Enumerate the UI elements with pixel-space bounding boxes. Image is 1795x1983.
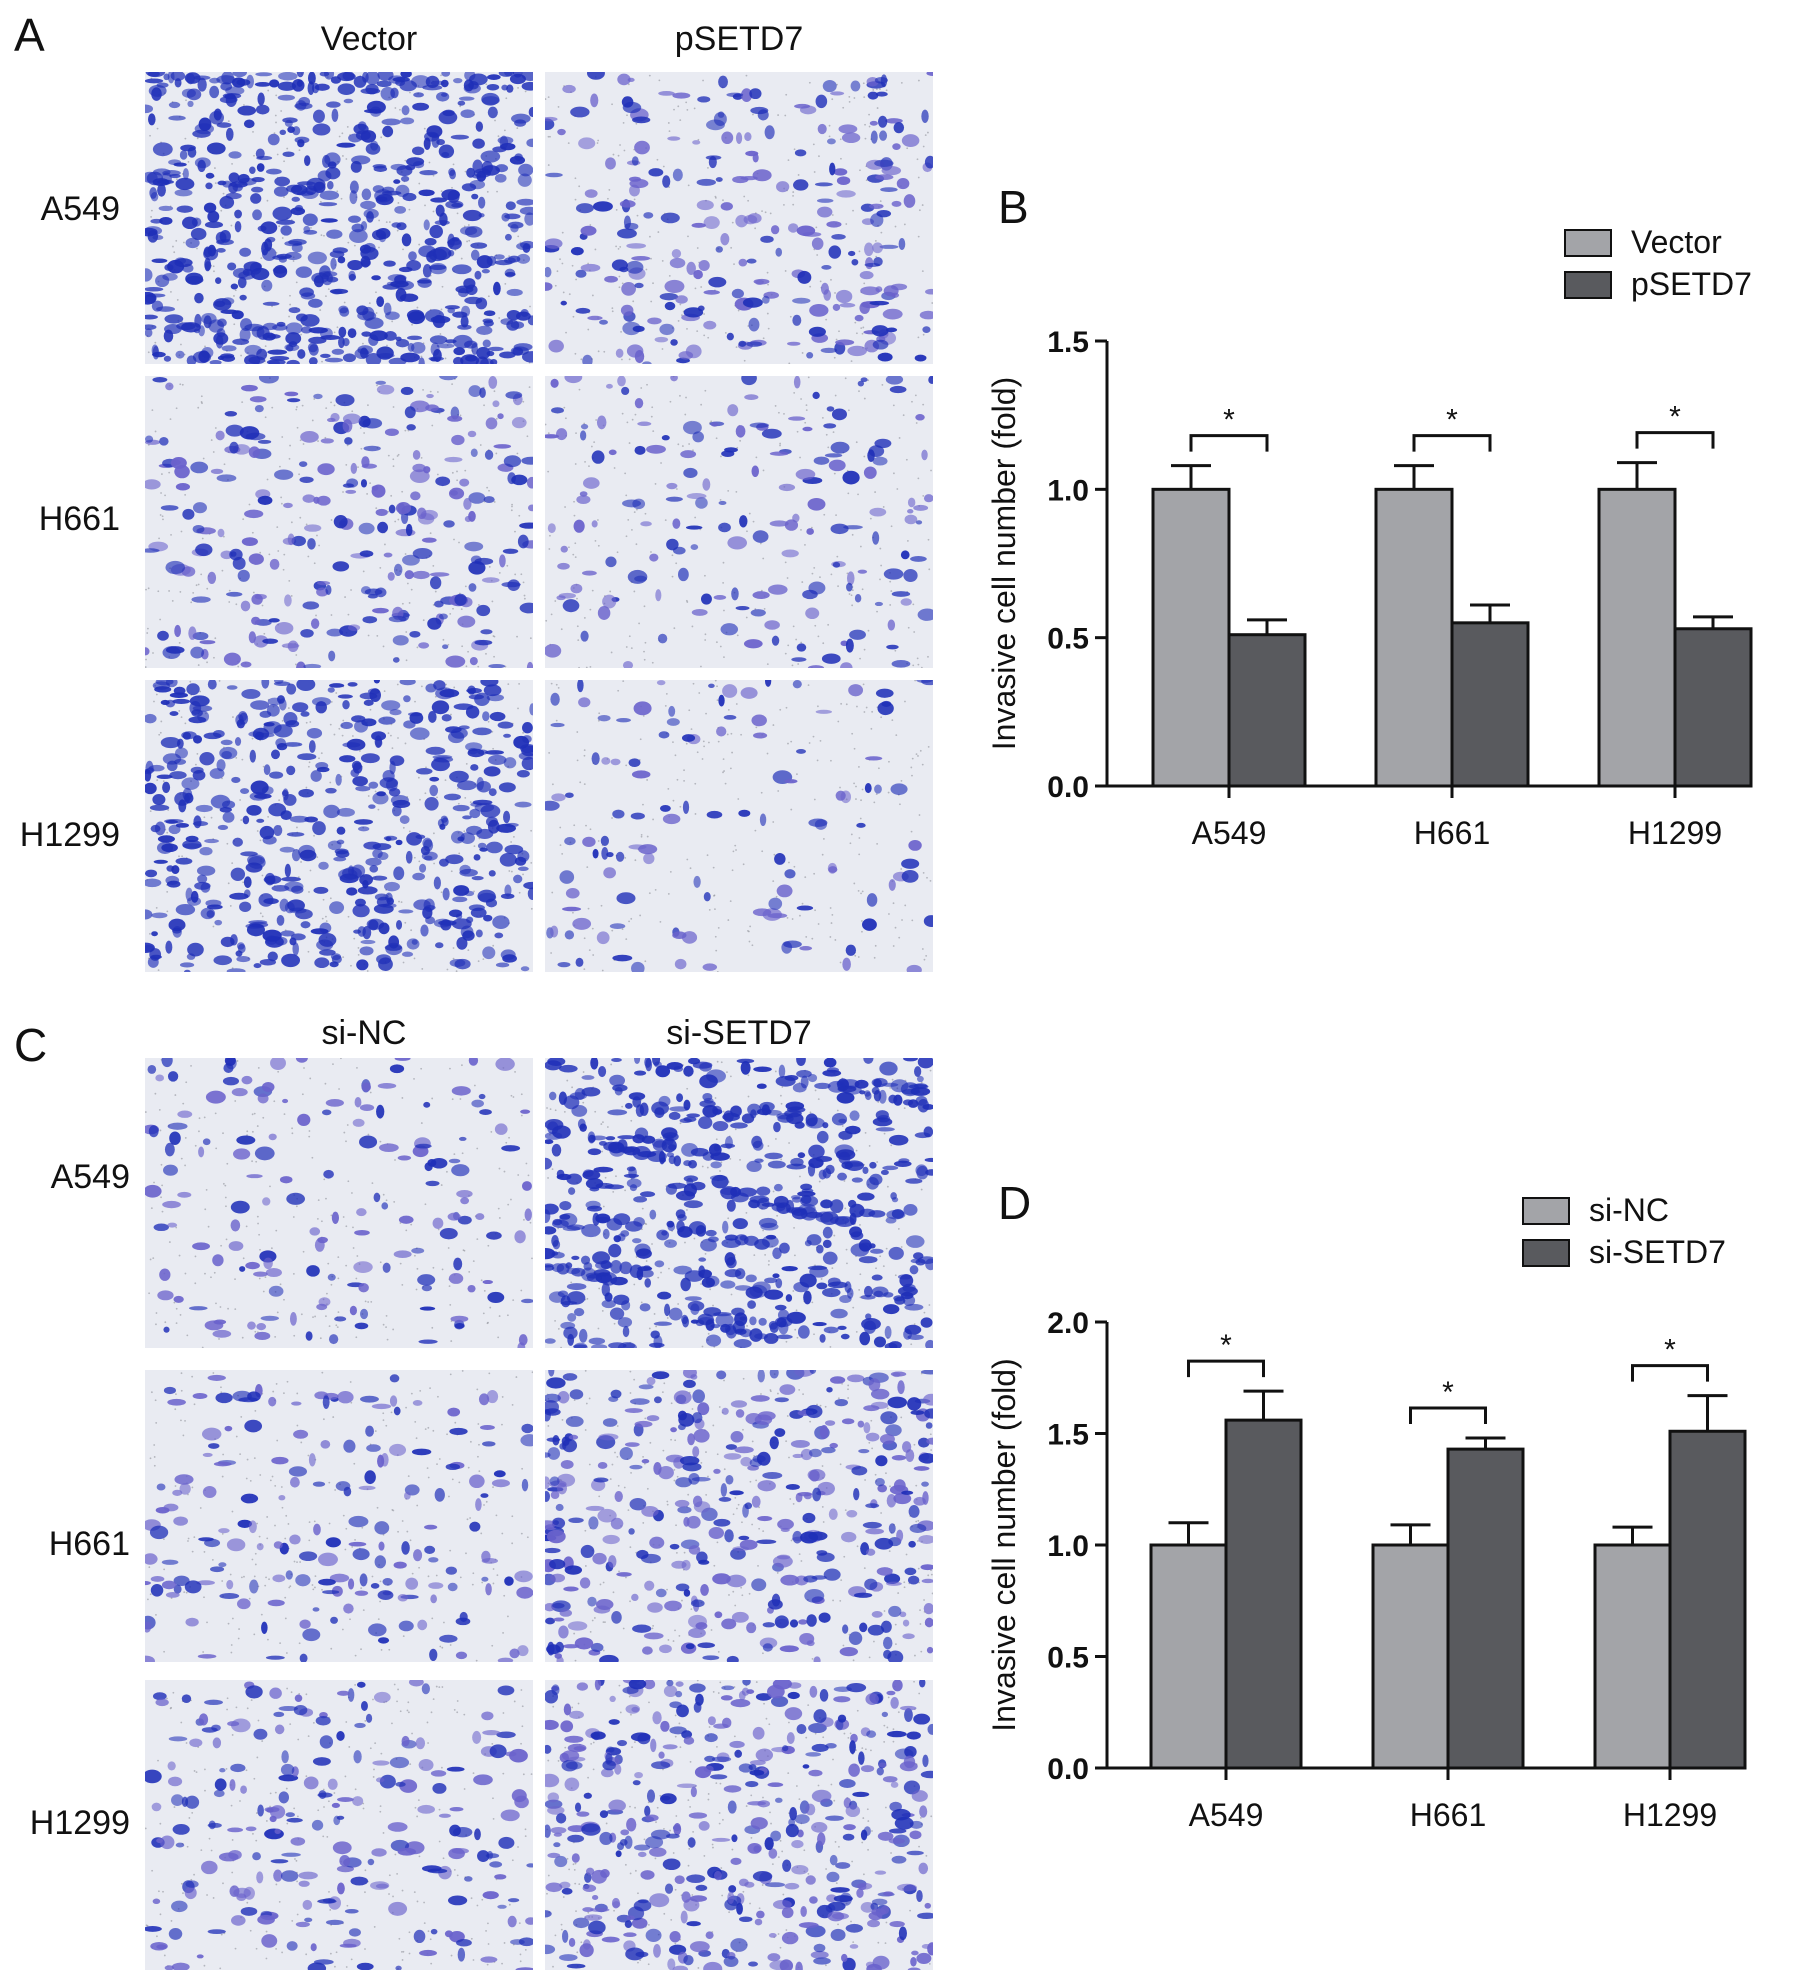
x-tick-label: H661 [1414, 815, 1491, 851]
x-tick-label: H661 [1410, 1797, 1487, 1833]
significance-bracket [1412, 434, 1492, 452]
x-tick-label: H1299 [1628, 815, 1722, 851]
micrograph-c-h1299-si-setd7 [545, 1680, 933, 1970]
panel-letter-d: D [998, 1177, 1032, 1229]
micrograph-c-a549-si-setd7 [545, 1058, 933, 1348]
y-tick-label: 0.5 [1047, 1642, 1089, 1675]
panel-a-row-label-h1299: H1299 [19, 816, 120, 854]
panel-c-row-label-a549: A549 [50, 1158, 130, 1196]
legend-swatch [1522, 1197, 1570, 1225]
bar-pSETD7-A549 [1227, 633, 1307, 788]
significance-bracket [1187, 1359, 1265, 1378]
panel-c-column-heading-si-nc: si-NC [321, 1014, 407, 1052]
micrograph-a-h661-psetd7 [545, 376, 933, 668]
panel-a-column-heading-vector: Vector [320, 20, 418, 58]
y-tick-label: 0.5 [1047, 623, 1089, 656]
bar-Vector-H661 [1374, 487, 1454, 788]
bar-si-NC-H1299 [1593, 1543, 1672, 1770]
panel-a-row-label-a549: A549 [40, 190, 120, 228]
chart-panel-d: 0.0 0.5 1.0 1.5 2.0 Invasive cell number (fol… [986, 1192, 1747, 1833]
bar-si-SETD7-A549 [1224, 1418, 1303, 1770]
panel-letter-b: B [998, 181, 1029, 233]
micrograph-a-a549-psetd7 [545, 72, 933, 364]
y-tick-label: 0.0 [1047, 1753, 1089, 1786]
micrograph-c-h661-si-nc [145, 1370, 533, 1662]
significance-marker: * [1220, 1329, 1232, 1362]
legend-label: Vector [1631, 224, 1722, 260]
y-tick-label: 2.0 [1047, 1307, 1089, 1340]
chart-panel-b: 0.0 0.5 1.0 1.5 Invasive cell number (fold) A… [986, 224, 1753, 851]
legend-label: si-NC [1589, 1192, 1669, 1228]
micrograph-a-h1299-psetd7 [545, 680, 933, 972]
bar-si-SETD7-H1299 [1668, 1429, 1747, 1770]
bar-si-NC-A549 [1149, 1543, 1228, 1770]
y-tick-label: 1.0 [1047, 474, 1089, 507]
micrograph-a-a549-vector [145, 72, 533, 364]
significance-marker: * [1223, 404, 1235, 437]
significance-bracket [1635, 431, 1715, 449]
significance-bracket [1631, 1364, 1709, 1382]
panel-c-column-heading-si-setd7: si-SETD7 [666, 1014, 812, 1052]
significance-bracket [1189, 434, 1269, 452]
y-tick-label: 0.0 [1047, 771, 1089, 804]
legend-label: si-SETD7 [1589, 1234, 1726, 1270]
y-tick-label: 1.5 [1047, 326, 1089, 359]
panel-letter-a: A [14, 9, 45, 61]
x-tick-label: A549 [1189, 1797, 1264, 1833]
significance-bracket [1409, 1406, 1487, 1424]
micrograph-a-h661-vector [145, 376, 533, 668]
y-axis-label: Invasive cell number (fold) [986, 1358, 1022, 1731]
y-tick-label: 1.0 [1047, 1530, 1089, 1563]
bar-pSETD7-H1299 [1673, 627, 1753, 788]
bar-si-NC-H661 [1371, 1543, 1450, 1770]
legend-swatch [1564, 271, 1612, 299]
panel-letter-c: C [14, 1019, 48, 1071]
micrograph-c-h1299-si-nc [145, 1680, 533, 1970]
bar-Vector-H1299 [1597, 487, 1677, 788]
bar-si-SETD7-H661 [1446, 1447, 1525, 1770]
significance-marker: * [1442, 1376, 1454, 1409]
micrograph-a-h1299-vector [145, 680, 533, 972]
panel-c-row-label-h1299: H1299 [29, 1804, 130, 1842]
micrograph-c-h661-si-setd7 [545, 1370, 933, 1662]
micrograph-c-a549-si-nc [145, 1058, 533, 1348]
bar-pSETD7-H661 [1450, 621, 1530, 788]
y-tick-label: 1.5 [1047, 1419, 1089, 1452]
panel-c-row-label-h661: H661 [48, 1525, 130, 1563]
legend-swatch [1564, 229, 1612, 257]
significance-marker: * [1446, 404, 1458, 437]
panel-a-column-heading-psetd7: pSETD7 [674, 20, 804, 58]
panel-a-row-label-h661: H661 [38, 500, 120, 538]
bar-Vector-A549 [1151, 487, 1231, 788]
legend-label: pSETD7 [1631, 266, 1752, 302]
significance-marker: * [1664, 1334, 1676, 1367]
y-axis-label: Invasive cell number (fold) [986, 377, 1022, 750]
legend-swatch [1522, 1239, 1570, 1267]
significance-marker: * [1669, 401, 1681, 434]
x-tick-label: H1299 [1623, 1797, 1717, 1833]
x-tick-label: A549 [1192, 815, 1267, 851]
